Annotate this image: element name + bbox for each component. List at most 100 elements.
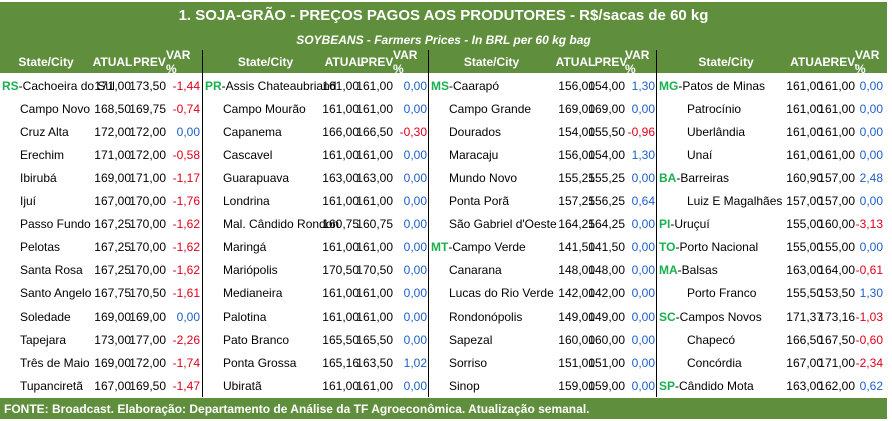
var-value: 0,00 bbox=[859, 194, 883, 208]
var-value: -0,30 bbox=[399, 124, 427, 139]
state-separator: - bbox=[676, 170, 681, 185]
atual-value: 163,00 bbox=[786, 263, 823, 278]
column-header: State/City bbox=[463, 54, 520, 69]
var-value: 1,30 bbox=[631, 78, 655, 93]
var-value: -0,74 bbox=[172, 101, 200, 116]
city-cell: Ibirubá bbox=[2, 165, 92, 190]
city-name: Mal. Cândido Rondon bbox=[223, 217, 340, 232]
city-cell: Maringá bbox=[205, 235, 328, 260]
city-name: Capanema bbox=[223, 124, 282, 139]
city-name: Santo Angelo bbox=[20, 286, 92, 301]
atual-value: 154,00 bbox=[558, 124, 595, 139]
city-name: Campo Grande bbox=[449, 101, 532, 116]
atual-value: 157,00 bbox=[786, 194, 823, 208]
prev-value: 162,00 bbox=[818, 378, 855, 393]
prev-value: 149,00 bbox=[588, 309, 625, 324]
atual-value: 166,00 bbox=[322, 124, 359, 139]
prev-value: 154,00 bbox=[588, 147, 625, 162]
var-value: -1,62 bbox=[172, 217, 200, 232]
city-cell: Campo Mourão bbox=[205, 96, 328, 121]
group-divider bbox=[656, 50, 657, 397]
prev-value: 161,00 bbox=[818, 78, 855, 93]
city-cell: MG - Patos de Minas bbox=[659, 73, 795, 98]
prev-value: 163,50 bbox=[356, 355, 393, 370]
city-name: Canarana bbox=[449, 263, 502, 278]
prev-value: 153,50 bbox=[818, 286, 855, 301]
var-value: 0,00 bbox=[631, 263, 655, 278]
var-value: 0,00 bbox=[631, 286, 655, 301]
city-cell: PI - Uruçuí bbox=[659, 212, 795, 237]
city-name: Ponta Porã bbox=[449, 194, 510, 208]
column-header: VAR % bbox=[166, 47, 191, 76]
atual-value: 160,75 bbox=[322, 217, 359, 232]
city-name: São Gabriel d'Oeste bbox=[449, 217, 557, 232]
atual-value: 169,00 bbox=[558, 101, 595, 116]
var-value: 0,00 bbox=[403, 101, 427, 116]
atual-value: 167,00 bbox=[94, 194, 131, 208]
city-name: Ijuí bbox=[20, 194, 37, 208]
var-value: 0,00 bbox=[176, 309, 200, 324]
state-code: BA bbox=[659, 170, 677, 185]
city-name: Chapecó bbox=[687, 332, 736, 347]
city-name: Pato Branco bbox=[223, 332, 290, 347]
prev-value: 171,00 bbox=[818, 355, 855, 370]
atual-value: 171,37 bbox=[786, 309, 823, 324]
city-name: Patrocínio bbox=[687, 101, 742, 116]
prev-value: 173,50 bbox=[129, 78, 166, 93]
var-value: 0,00 bbox=[631, 240, 655, 255]
var-value: -0,58 bbox=[172, 147, 200, 162]
state-code: PI bbox=[659, 217, 671, 232]
city-cell: Ponta Grossa bbox=[205, 350, 328, 375]
atual-value: 167,00 bbox=[786, 355, 823, 370]
prev-value: 164,00 bbox=[818, 263, 855, 278]
prev-value: 170,00 bbox=[129, 217, 166, 232]
city-name: Sorriso bbox=[449, 355, 488, 370]
city-name: Mariópolis bbox=[223, 263, 278, 278]
city-cell: Concórdia bbox=[659, 350, 795, 375]
city-name: Cascavel bbox=[223, 147, 273, 162]
state-separator: - bbox=[677, 263, 682, 278]
city-cell: Santa Rosa bbox=[2, 258, 92, 283]
prev-value: 155,00 bbox=[818, 240, 855, 255]
var-value: 0,00 bbox=[403, 78, 427, 93]
city-cell: São Gabriel d'Oeste bbox=[431, 212, 557, 237]
atual-value: 164,25 bbox=[558, 217, 595, 232]
var-value: 0,00 bbox=[176, 124, 200, 139]
city-name: Porto Franco bbox=[687, 286, 757, 301]
city-name: Campo Verde bbox=[452, 240, 526, 255]
prev-value: 169,75 bbox=[129, 101, 166, 116]
city-name: Campo Novo bbox=[20, 101, 91, 116]
var-value: 0,00 bbox=[403, 378, 427, 393]
prev-value: 161,00 bbox=[356, 378, 393, 393]
atual-value: 161,00 bbox=[322, 286, 359, 301]
state-separator: - bbox=[449, 78, 453, 93]
var-value: -1,44 bbox=[172, 78, 200, 93]
city-name: Passo Fundo bbox=[20, 217, 91, 232]
state-separator: - bbox=[221, 78, 226, 93]
city-name: Lucas do Rio Verde bbox=[449, 286, 554, 301]
city-name: Ubiratã bbox=[223, 378, 262, 393]
city-name: Luiz E Magalhães bbox=[687, 194, 783, 208]
state-separator: - bbox=[675, 378, 680, 393]
state-separator: - bbox=[675, 240, 680, 255]
city-cell: Sinop bbox=[431, 373, 554, 398]
var-value: -1,62 bbox=[172, 240, 200, 255]
city-cell: Lucas do Rio Verde bbox=[431, 281, 554, 306]
prev-value: 161,00 bbox=[818, 147, 855, 162]
atual-value: 161,00 bbox=[322, 147, 359, 162]
column-header: VAR % bbox=[393, 47, 418, 76]
city-cell: Dourados bbox=[431, 119, 554, 144]
prev-value: 173,16 bbox=[818, 309, 855, 324]
atual-value: 156,00 bbox=[558, 78, 595, 93]
var-value: -1,61 bbox=[172, 286, 200, 301]
table-footer: FONTE: Broadcast. Elaboração: Departamen… bbox=[0, 398, 887, 419]
atual-value: 161,00 bbox=[322, 378, 359, 393]
atual-value: 161,00 bbox=[786, 124, 823, 139]
city-name: Campos Novos bbox=[679, 309, 762, 324]
prev-value: 171,00 bbox=[129, 170, 166, 185]
city-cell: Tupanciretã bbox=[2, 373, 92, 398]
atual-value: 171,00 bbox=[94, 147, 131, 162]
atual-value: 167,75 bbox=[94, 286, 131, 301]
prev-value: 157,00 bbox=[818, 170, 855, 185]
table-subtitle: SOYBEANS - Farmers Prices - In BRL per 6… bbox=[0, 29, 887, 50]
